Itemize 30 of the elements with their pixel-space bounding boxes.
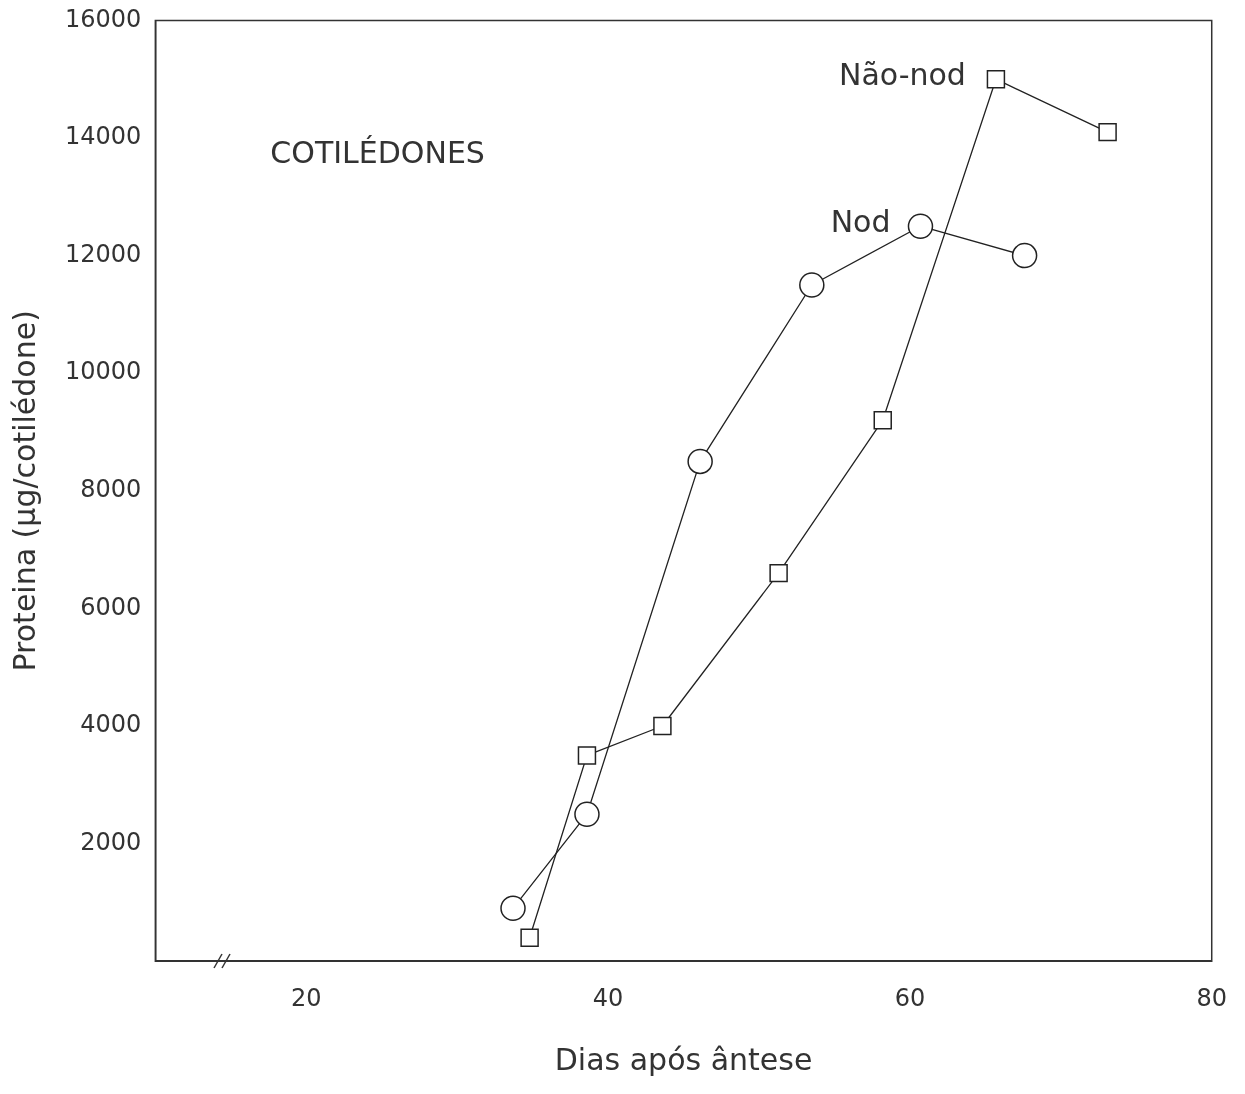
point	[769, 563, 788, 583]
point	[1098, 122, 1117, 142]
y-tick-label: 6000	[80, 592, 142, 621]
point	[907, 213, 934, 239]
annotation: COTILÉDONES	[270, 135, 485, 171]
point	[577, 746, 597, 765]
series-label: Nod	[830, 204, 891, 239]
y-tick-label: 2000	[80, 827, 142, 856]
series-label: Não-nod	[838, 57, 966, 92]
point	[986, 69, 1006, 89]
y-tick-label: 4000	[80, 710, 142, 739]
x-tick-label: 60	[894, 983, 926, 1012]
point	[687, 448, 713, 475]
y-tick-label: 8000	[80, 475, 142, 504]
point	[1011, 242, 1038, 269]
y-tick-label: 14000	[64, 122, 142, 151]
x-tick-label: 80	[1196, 983, 1227, 1012]
y-tick-label: 10000	[64, 357, 142, 386]
point	[500, 895, 526, 922]
x-axis-title: Dias após ântese	[554, 1041, 813, 1077]
point	[520, 928, 539, 947]
y-axis-title: Proteina (µg/cotilédone)	[6, 310, 42, 672]
y-tick-label: 12000	[64, 239, 142, 268]
point	[799, 272, 825, 298]
y-tick-label: 16000	[64, 4, 142, 33]
point	[574, 801, 600, 827]
x-tick-label: 20	[290, 983, 322, 1012]
x-tick-label: 40	[592, 983, 624, 1012]
point	[873, 411, 892, 430]
point	[653, 716, 672, 736]
